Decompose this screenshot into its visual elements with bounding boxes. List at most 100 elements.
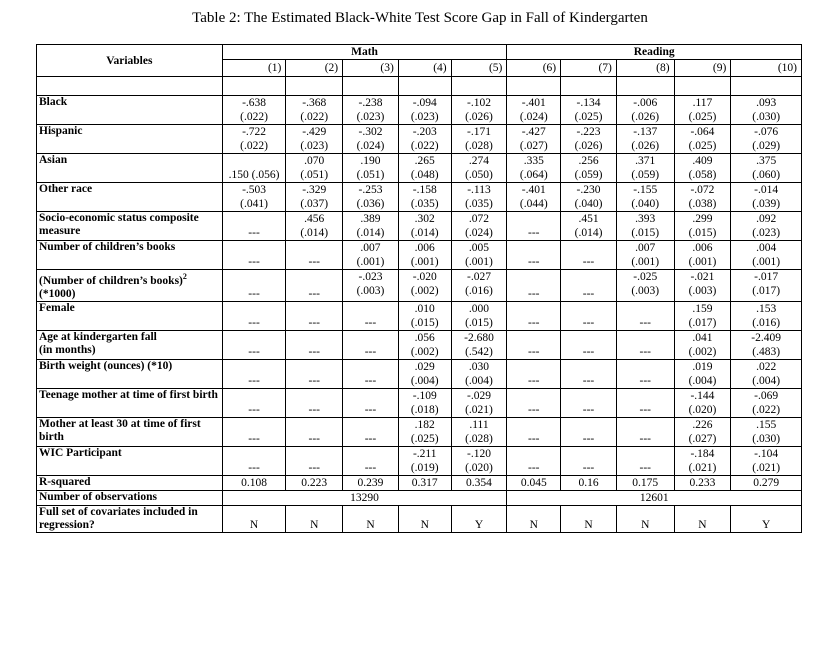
coefficient-cell: -.722 (.022)	[221, 124, 287, 154]
table-row: Mother at least 30 at time of first birt…	[36, 416, 802, 447]
coefficient-cell: -.020 (.002)	[397, 269, 452, 302]
standard-error: (.029)	[752, 140, 781, 152]
standard-error: (.048)	[410, 169, 439, 181]
standard-error: (.003)	[356, 285, 385, 297]
standard-error: (.030)	[752, 432, 781, 445]
variables-header: Variables	[36, 44, 223, 77]
standard-error: (.004)	[410, 374, 439, 387]
coefficient	[345, 302, 396, 316]
coefficient: -.144	[690, 389, 715, 402]
coefficient	[345, 360, 396, 374]
coefficient: -.072	[690, 184, 715, 196]
standard-error: (.023)	[410, 111, 439, 123]
row-label-text: Female	[39, 301, 75, 314]
coefficient	[563, 447, 614, 461]
r-squared-value: 0.175	[615, 474, 675, 491]
coefficient-cell: ---	[560, 329, 617, 360]
coefficient-cell: .456 (.014)	[285, 211, 344, 241]
standard-error: (.023)	[300, 140, 329, 152]
coefficient-cell: ---	[221, 416, 287, 447]
coefficient-cell: .117 (.025)	[673, 95, 732, 125]
standard-error: (.026)	[574, 140, 603, 152]
standard-error: (.015)	[688, 227, 717, 239]
coefficient-cell: -.211 (.019)	[397, 445, 452, 476]
standard-error: (.014)	[300, 227, 329, 239]
coefficient: -.253	[358, 184, 383, 196]
standard-error: ---	[308, 287, 320, 300]
standard-error: (.051)	[356, 169, 385, 181]
coefficient-cell: .007 (.001)	[615, 240, 675, 270]
standard-error: (.014)	[410, 227, 439, 239]
coefficient: .256	[578, 155, 599, 167]
standard-error: (.030)	[752, 111, 781, 123]
standard-error: (.017)	[752, 285, 781, 297]
coefficient: .182	[414, 418, 435, 431]
coefficient-cell: -.223 (.026)	[560, 124, 617, 154]
coefficient: -.137	[633, 126, 658, 138]
row-label-text: Mother at least 30 at time of first birt…	[39, 417, 201, 443]
column-number: (6)	[506, 59, 562, 77]
table-row: Hispanic -.722 (.022) -.429 (.023) -.302 (.024…	[36, 124, 802, 154]
coefficient	[288, 273, 340, 287]
coefficient-cell: .226 (.027)	[673, 416, 732, 447]
coefficient-cell: .007 (.001)	[342, 240, 399, 270]
standard-error: ---	[308, 256, 320, 268]
row-label: Other race	[36, 182, 223, 212]
row-label: Number of children’s books	[36, 240, 223, 270]
coefficient	[345, 447, 396, 461]
standard-error: (.041)	[240, 198, 268, 210]
coefficient: -.158	[412, 184, 437, 196]
coefficient: .000	[468, 302, 490, 315]
standard-error: ---	[248, 227, 260, 239]
coefficient-cell: ---	[506, 416, 562, 447]
coefficient-cell: -.113 (.035)	[450, 182, 508, 212]
coefficient	[563, 241, 614, 255]
coefficient: .041	[692, 331, 713, 344]
coefficient: -.014	[754, 184, 779, 196]
coefficient: .019	[692, 360, 713, 373]
coefficient-cell: -.120 (.020)	[450, 445, 508, 476]
coefficient: -.064	[690, 126, 715, 138]
coefficient	[619, 389, 672, 403]
table-row: Black -.638 (.022) -.368 (.022) -.238 (.023) -.…	[36, 95, 802, 125]
coefficient-cell: -.027 (.016)	[450, 269, 508, 302]
observations-reading: 12601	[506, 489, 802, 506]
standard-error: ---	[582, 432, 595, 445]
coefficient-cell: .451 (.014)	[560, 211, 617, 241]
coefficient-cell: .274 (.050)	[450, 153, 508, 183]
covariates-value: N	[342, 504, 399, 533]
standard-error: (.035)	[410, 198, 439, 210]
coefficient-cell: -.253 (.036)	[342, 182, 399, 212]
coefficient: -.722	[242, 126, 267, 138]
coefficient-cell: .004 (.001)	[730, 240, 802, 270]
row-label-text-2: (in months)	[39, 343, 96, 356]
coefficient	[509, 331, 558, 345]
coefficient-cell: -.021 (.003)	[673, 269, 732, 302]
table-row: Number of children’s books --- --- .007 (.00…	[36, 240, 802, 270]
standard-error: ---	[528, 461, 540, 474]
row-label: Age at kindergarten fall (in months)	[36, 329, 223, 360]
coefficient	[288, 302, 340, 316]
standard-error: (.004)	[688, 374, 717, 387]
coefficient-cell: -.155 (.040)	[615, 182, 675, 212]
coefficient: .389	[360, 213, 381, 225]
standard-error: (.024)	[356, 140, 385, 152]
coefficient	[288, 331, 340, 345]
coefficient: .155	[756, 418, 777, 431]
covariates-value: N	[397, 504, 452, 533]
coefficient-cell: .302 (.014)	[397, 211, 452, 241]
standard-error: ---	[308, 403, 320, 416]
math-header: Math	[221, 44, 508, 60]
coefficient-cell: ---	[285, 387, 344, 418]
standard-error: ---	[308, 316, 320, 329]
standard-error: (.026)	[465, 111, 493, 123]
coefficient-cell: ---	[560, 387, 617, 418]
coefficient-cell: -.401 (.044)	[506, 182, 562, 212]
standard-error: ---	[639, 345, 651, 358]
row-label-text: Asian	[39, 154, 68, 166]
coefficient-cell: -.203 (.022)	[397, 124, 452, 154]
r-squared-value: 0.317	[397, 474, 452, 491]
standard-error: ---	[582, 316, 595, 329]
standard-error: (.036)	[356, 198, 385, 210]
coefficient	[619, 418, 672, 432]
